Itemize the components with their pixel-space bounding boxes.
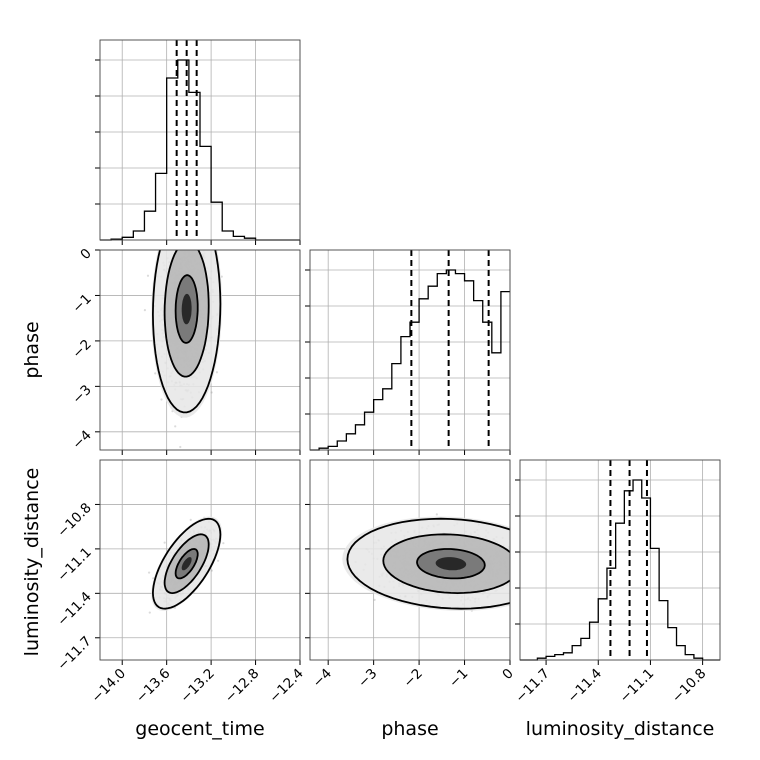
scatter-point bbox=[148, 611, 151, 614]
scatter-point bbox=[373, 598, 376, 601]
panel-phase-histogram bbox=[305, 249, 511, 455]
scatter-point bbox=[147, 571, 151, 574]
scatter-point bbox=[174, 425, 177, 428]
histogram-step-line bbox=[310, 269, 510, 451]
density-contour bbox=[346, 517, 510, 610]
x-axis-label-phase: phase bbox=[381, 718, 438, 740]
panel-plot-area bbox=[147, 516, 225, 614]
scatter-point bbox=[189, 518, 192, 521]
density-contour bbox=[151, 250, 222, 414]
scatter-point bbox=[210, 391, 213, 394]
scatter-point bbox=[146, 274, 150, 277]
panel-frame bbox=[309, 249, 511, 451]
panel-frame bbox=[309, 459, 511, 661]
density-contour bbox=[174, 274, 199, 344]
scatter-point bbox=[222, 542, 225, 545]
scatter-point bbox=[217, 559, 220, 562]
scatter-point bbox=[435, 513, 438, 516]
density-fill-band bbox=[181, 557, 192, 571]
density-contour bbox=[163, 533, 210, 595]
panel-frame bbox=[99, 249, 301, 451]
panel-plot-area bbox=[342, 513, 510, 612]
density-fill-band bbox=[435, 557, 467, 571]
scatter-point bbox=[143, 309, 146, 312]
panel-frame bbox=[99, 39, 301, 241]
x-axis-label-geocent_time: geocent_time bbox=[135, 718, 264, 740]
histogram-step-line bbox=[100, 59, 300, 241]
density-contour bbox=[382, 533, 510, 595]
scatter-point bbox=[210, 569, 213, 572]
scatter-point bbox=[215, 371, 219, 374]
scatter-point bbox=[179, 445, 182, 449]
panel-frame bbox=[519, 459, 721, 661]
histogram-step-line bbox=[520, 479, 720, 661]
density-fill-band bbox=[181, 293, 192, 325]
density-contour bbox=[163, 250, 210, 378]
density-contour bbox=[151, 517, 222, 610]
panel-plot-area bbox=[143, 250, 223, 449]
density-contour bbox=[416, 548, 486, 580]
density-contour bbox=[174, 548, 199, 580]
scatter-point bbox=[154, 372, 157, 375]
y-axis-label-phase: phase bbox=[21, 321, 43, 378]
y-axis-label-luminosity_distance: luminosity_distance bbox=[21, 468, 43, 657]
x-axis-label-luminosity_distance: luminosity_distance bbox=[526, 718, 715, 740]
panel-frame bbox=[99, 459, 301, 661]
scatter-point bbox=[220, 275, 223, 278]
panel-geocent_time-histogram bbox=[95, 39, 301, 245]
scatter-point bbox=[160, 398, 163, 401]
scatter-point bbox=[152, 577, 155, 580]
scatter-point bbox=[163, 541, 166, 544]
